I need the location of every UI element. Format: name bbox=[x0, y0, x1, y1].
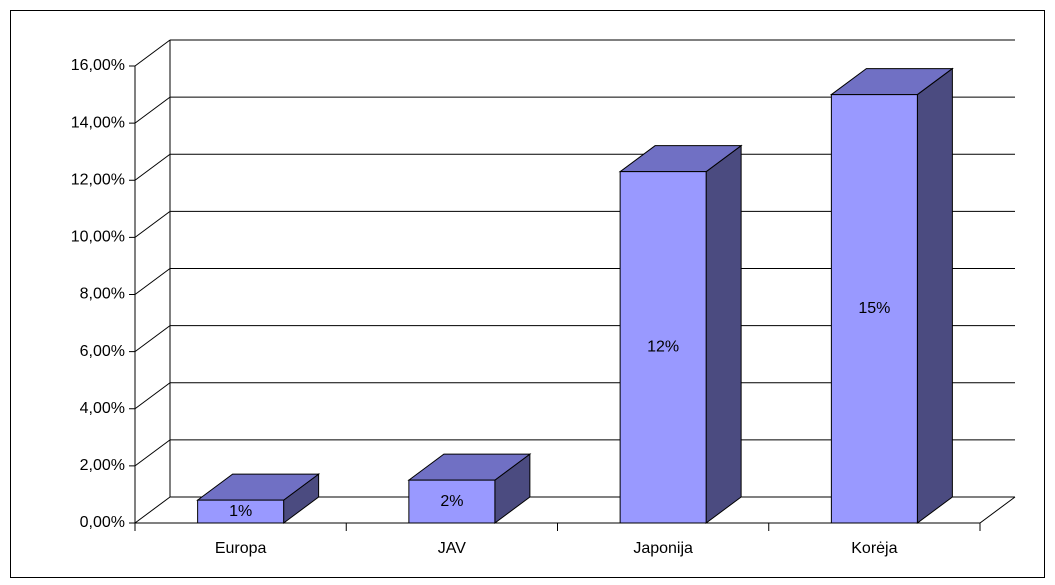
side-grid bbox=[134, 153, 171, 181]
side-grid bbox=[134, 210, 171, 238]
side-grid bbox=[134, 268, 171, 295]
bar bbox=[407, 453, 532, 524]
bar bbox=[829, 67, 954, 524]
data-label: 1% bbox=[229, 503, 252, 520]
bar-side bbox=[916, 67, 953, 524]
data-label: 2% bbox=[440, 493, 463, 510]
side-grid bbox=[134, 325, 171, 353]
y-tick-label: 6,00% bbox=[80, 343, 125, 360]
x-tick-label: JAV bbox=[438, 540, 466, 557]
x-tick-label: Europa bbox=[215, 540, 267, 557]
data-label: 15% bbox=[858, 300, 890, 317]
y-tick-label: 8,00% bbox=[80, 286, 125, 303]
side-grid bbox=[134, 382, 171, 410]
side-grid bbox=[134, 496, 171, 524]
bar-front bbox=[408, 479, 496, 524]
y-tick-label: 12,00% bbox=[71, 171, 125, 188]
x-tick-label: Korėja bbox=[851, 540, 897, 557]
data-label: 12% bbox=[647, 339, 679, 356]
y-tick-label: 2,00% bbox=[80, 457, 125, 474]
y-tick-label: 4,00% bbox=[80, 400, 125, 417]
bar bbox=[618, 144, 743, 524]
y-tick-label: 10,00% bbox=[71, 229, 125, 246]
y-tick-label: 14,00% bbox=[71, 114, 125, 131]
side-grid bbox=[134, 439, 171, 467]
bar-side bbox=[705, 144, 742, 524]
x-tick-label: Japonija bbox=[633, 540, 693, 557]
side-grid bbox=[134, 96, 171, 124]
bar-front bbox=[830, 94, 918, 524]
y-tick-label: 0,00% bbox=[80, 514, 125, 531]
bar bbox=[196, 473, 321, 524]
y-tick-label: 16,00% bbox=[71, 57, 125, 74]
bar-front bbox=[619, 171, 707, 524]
bar-front bbox=[197, 499, 285, 524]
side-grid bbox=[134, 39, 171, 67]
